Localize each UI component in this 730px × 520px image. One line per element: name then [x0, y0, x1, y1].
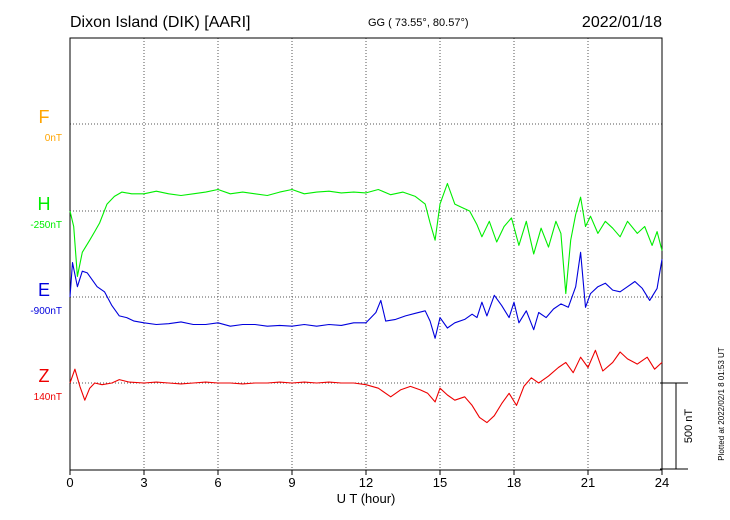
series-baseline-e: -900nT — [30, 306, 62, 317]
scale-bar-label: 500 nT — [683, 409, 695, 444]
x-tick-label-0: 0 — [66, 475, 73, 490]
station-coordinates: GG ( 73.55°, 80.57°) — [368, 17, 469, 29]
x-axis-label: U T (hour) — [337, 491, 396, 506]
x-tick-label-15: 15 — [433, 475, 447, 490]
series-baseline-z: 140nT — [34, 392, 62, 403]
series-name-f: F — [39, 107, 50, 127]
scale-bar: 500 nT — [660, 382, 695, 470]
series-labels: F 0nT H -250nT E -900nT Z 140nT — [30, 107, 62, 403]
series-name-e: E — [38, 280, 50, 300]
x-tick-label-6: 6 — [214, 475, 221, 490]
x-tick-label-3: 3 — [140, 475, 147, 490]
series-name-z: Z — [39, 366, 50, 386]
grid-lines — [70, 38, 662, 470]
x-tick-label-9: 9 — [288, 475, 295, 490]
series-baseline-h: -250nT — [30, 220, 62, 231]
series-line-h — [69, 182, 663, 295]
station-title: Dixon Island (DIK) [AARI] — [70, 14, 251, 31]
x-tick-label-24: 24 — [655, 475, 669, 490]
series-baseline-f: 0nT — [45, 133, 62, 144]
chart-date: 2022/01/18 — [582, 14, 662, 31]
plotted-timestamp: Plotted at 2022/02/1 8 01:53 UT — [717, 347, 726, 461]
x-tick-label-21: 21 — [581, 475, 595, 490]
series-layer — [69, 182, 663, 424]
x-axis-ticks: 0 3 6 9 12 15 18 21 24 — [66, 470, 669, 490]
x-tick-label-18: 18 — [507, 475, 521, 490]
series-name-h: H — [38, 194, 51, 214]
series-line-e — [69, 251, 663, 339]
x-tick-label-12: 12 — [359, 475, 373, 490]
series-line-z — [69, 349, 663, 424]
